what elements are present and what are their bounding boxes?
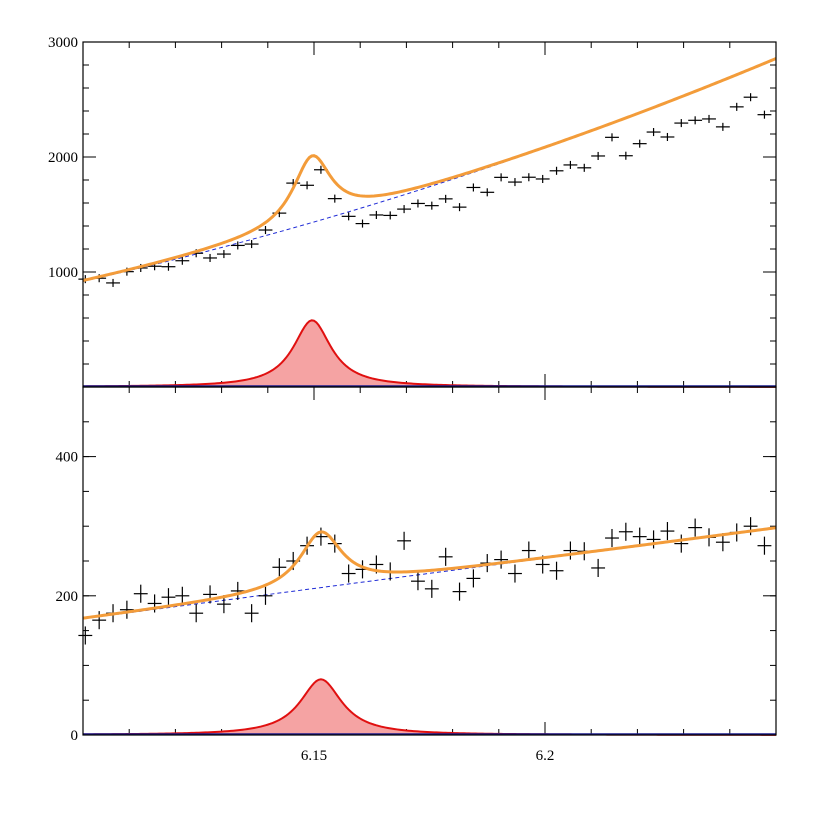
- top-panel-frame: [82, 41, 777, 388]
- bottom-data-point: [341, 564, 356, 583]
- top-data-point: [577, 163, 592, 172]
- bottom-data-point: [78, 626, 93, 645]
- top-data-point: [591, 151, 606, 160]
- bottom-data-point: [119, 600, 134, 619]
- top-data-point: [646, 128, 661, 137]
- top-data-point: [535, 174, 550, 183]
- bottom-data-point: [189, 604, 204, 623]
- bottom-data-point: [660, 522, 675, 541]
- top-data-point: [383, 211, 398, 220]
- top-data-point: [175, 256, 190, 265]
- top-data-point: [549, 166, 564, 175]
- top-data-point: [466, 183, 481, 192]
- top-data-point: [438, 194, 453, 203]
- bottom-data-point: [424, 579, 439, 598]
- top-data-point: [494, 173, 509, 182]
- top-data-point: [702, 114, 716, 123]
- top-data-point: [258, 226, 273, 235]
- bottom-data-point: [92, 611, 107, 630]
- bottom-data-point: [563, 541, 578, 560]
- x-tick-label: 6.15: [301, 748, 327, 764]
- top-background-curve: [82, 58, 777, 282]
- x-tick-label: 6.2: [536, 748, 555, 764]
- top-data-point: [203, 253, 217, 262]
- bottom-panel-frame: [82, 386, 777, 736]
- bottom-data-point: [272, 558, 287, 577]
- top-data-point: [618, 151, 633, 160]
- bottom-data-point: [438, 547, 453, 566]
- top-data-point: [743, 93, 758, 102]
- bottom-data-point: [508, 564, 522, 583]
- bottom-data-point: [133, 584, 148, 603]
- bottom-data-point: [549, 561, 564, 580]
- bottom-data-point: [411, 572, 425, 591]
- top-data-point: [688, 116, 703, 125]
- bottom-data-point: [646, 530, 661, 549]
- bottom-data-point: [688, 518, 703, 537]
- bottom-signal-area: [83, 679, 776, 735]
- top-data-point: [480, 188, 495, 197]
- bottom-data-point: [175, 586, 190, 605]
- top-data-point: [757, 110, 772, 119]
- bottom-total-fit-curve: [82, 526, 777, 620]
- top-signal-area: [83, 320, 776, 387]
- bottom-y-tick-label: 0: [71, 728, 79, 744]
- top-data-point: [605, 133, 619, 142]
- bottom-data-point: [494, 550, 509, 569]
- top-data-point: [355, 219, 370, 228]
- top-y-tick-label: 1000: [48, 265, 78, 281]
- bottom-data-point: [605, 528, 619, 548]
- bottom-data-point: [591, 558, 606, 578]
- top-data-point: [521, 173, 536, 182]
- bottom-data-point: [258, 586, 273, 605]
- top-data-point: [397, 205, 412, 214]
- top-data-point: [230, 241, 245, 250]
- top-data-point: [106, 278, 120, 287]
- top-data-point: [632, 139, 647, 148]
- top-data-point: [729, 102, 744, 111]
- top-data-point: [452, 203, 467, 212]
- bottom-data-point: [230, 581, 245, 600]
- bottom-data-point: [521, 541, 536, 560]
- top-data-point: [341, 212, 356, 221]
- top-data-point: [660, 132, 675, 142]
- top-data-point: [715, 122, 730, 131]
- top-data-point: [424, 201, 439, 210]
- bottom-signal-curve: [82, 678, 776, 736]
- bottom-y-tick-label: 200: [56, 589, 79, 605]
- top-data-point: [411, 199, 425, 208]
- bottom-data-point: [618, 522, 633, 541]
- bottom-data-point: [452, 582, 467, 601]
- top-data-point: [563, 160, 578, 169]
- bottom-data-point: [757, 536, 772, 555]
- bottom-y-tick-label: 400: [56, 450, 79, 466]
- top-data-point: [508, 178, 522, 187]
- bottom-panel: 0 200 400: [56, 386, 777, 744]
- bottom-data-point: [466, 569, 481, 588]
- top-data-point: [369, 210, 384, 219]
- bottom-data-point: [244, 604, 259, 623]
- top-total-fit-curve: [82, 57, 777, 282]
- top-data-point: [161, 262, 176, 271]
- top-signal-curve: [82, 319, 776, 388]
- bottom-data-point: [161, 588, 176, 607]
- top-data-point: [216, 250, 231, 259]
- top-data-point: [327, 194, 342, 203]
- bottom-data-point: [674, 534, 689, 553]
- top-data-point: [674, 119, 689, 128]
- top-panel: 1000 2000 3000: [48, 35, 777, 388]
- top-y-tick-label: 3000: [48, 35, 78, 51]
- top-y-tick-label: 2000: [48, 150, 78, 166]
- bottom-data-point: [632, 527, 647, 546]
- top-data-point: [244, 240, 259, 249]
- top-data-point: [300, 181, 314, 190]
- bottom-data-point: [397, 531, 412, 550]
